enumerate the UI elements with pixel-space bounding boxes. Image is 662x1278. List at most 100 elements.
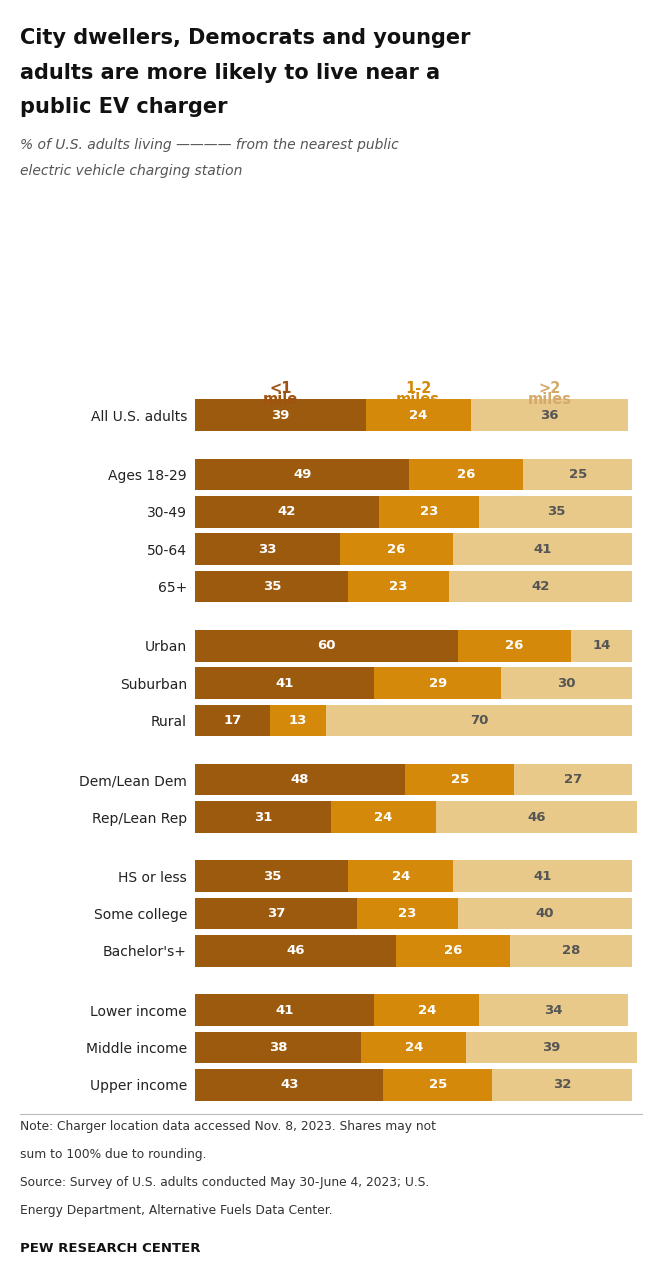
Bar (453, 860, 632, 892)
Bar (348, 860, 453, 892)
Bar (195, 667, 375, 699)
Text: 42: 42 (278, 505, 297, 519)
Bar (479, 496, 632, 528)
Bar (195, 459, 409, 491)
Bar (195, 1031, 361, 1063)
Text: 24: 24 (418, 1003, 436, 1016)
Text: public EV charger: public EV charger (20, 97, 227, 118)
Text: electric vehicle charging station: electric vehicle charging station (20, 164, 242, 178)
Text: 48: 48 (291, 773, 309, 786)
Text: 40: 40 (536, 907, 554, 920)
Bar (479, 994, 628, 1026)
Text: 23: 23 (398, 907, 416, 920)
Bar (457, 630, 571, 662)
Text: >2: >2 (538, 381, 561, 396)
Text: 14: 14 (592, 639, 611, 652)
Text: 41: 41 (275, 1003, 294, 1016)
Bar (501, 667, 632, 699)
Text: 41: 41 (534, 870, 552, 883)
Text: 24: 24 (404, 1042, 423, 1054)
Text: 24: 24 (391, 870, 410, 883)
Text: Note: Charger location data accessed Nov. 8, 2023. Shares may not: Note: Charger location data accessed Nov… (20, 1120, 436, 1132)
Text: 26: 26 (457, 468, 475, 481)
Bar (195, 898, 357, 929)
Text: 26: 26 (387, 543, 406, 556)
Bar (383, 1070, 493, 1100)
Bar (409, 459, 523, 491)
Text: <1: <1 (269, 381, 292, 396)
Bar (195, 571, 348, 602)
Text: PEW RESEARCH CENTER: PEW RESEARCH CENTER (20, 1242, 201, 1255)
Text: 35: 35 (263, 580, 281, 593)
Bar (195, 994, 375, 1026)
Bar (361, 1031, 466, 1063)
Bar (326, 704, 632, 736)
Bar (405, 764, 514, 795)
Bar (379, 496, 479, 528)
Text: adults are more likely to live near a: adults are more likely to live near a (20, 63, 440, 83)
Bar (348, 571, 449, 602)
Text: 24: 24 (374, 810, 393, 823)
Text: Source: Survey of U.S. adults conducted May 30-June 4, 2023; U.S.: Source: Survey of U.S. adults conducted … (20, 1176, 429, 1189)
Text: 37: 37 (267, 907, 285, 920)
Text: 36: 36 (540, 409, 559, 422)
Text: 28: 28 (562, 944, 581, 957)
Bar (571, 630, 632, 662)
Text: 25: 25 (429, 1079, 447, 1091)
Text: miles: miles (528, 392, 571, 406)
Bar (195, 533, 340, 565)
Bar (331, 801, 436, 833)
Text: 70: 70 (470, 714, 489, 727)
Text: 33: 33 (258, 543, 277, 556)
Text: 43: 43 (280, 1079, 299, 1091)
Text: 24: 24 (409, 409, 428, 422)
Text: 31: 31 (254, 810, 272, 823)
Text: 30: 30 (557, 676, 576, 690)
Text: 38: 38 (269, 1042, 287, 1054)
Bar (493, 1070, 632, 1100)
Text: 1-2: 1-2 (405, 381, 432, 396)
Text: 49: 49 (293, 468, 312, 481)
Text: 34: 34 (544, 1003, 563, 1016)
Text: 41: 41 (534, 543, 552, 556)
Bar (471, 400, 628, 431)
Text: 42: 42 (532, 580, 549, 593)
Bar (457, 898, 632, 929)
Text: % of U.S. adults living ———— from the nearest public: % of U.S. adults living ———— from the ne… (20, 138, 399, 152)
Text: Energy Department, Alternative Fuels Data Center.: Energy Department, Alternative Fuels Dat… (20, 1204, 332, 1217)
Text: 32: 32 (553, 1079, 571, 1091)
Bar (375, 667, 501, 699)
Bar (365, 400, 471, 431)
Bar (195, 496, 379, 528)
Text: 35: 35 (547, 505, 565, 519)
Text: 25: 25 (451, 773, 469, 786)
Text: 23: 23 (420, 505, 438, 519)
Text: 46: 46 (287, 944, 305, 957)
Bar (195, 764, 405, 795)
Bar (269, 704, 326, 736)
Text: miles: miles (396, 392, 440, 406)
Bar (340, 533, 453, 565)
Bar (510, 935, 632, 966)
Bar (514, 764, 632, 795)
Text: 60: 60 (317, 639, 336, 652)
Bar (436, 801, 637, 833)
Text: 26: 26 (444, 944, 462, 957)
Text: 29: 29 (429, 676, 447, 690)
Bar (195, 860, 348, 892)
Text: 46: 46 (527, 810, 545, 823)
Text: 41: 41 (275, 676, 294, 690)
Text: City dwellers, Democrats and younger: City dwellers, Democrats and younger (20, 28, 471, 49)
Bar (449, 571, 632, 602)
Bar (466, 1031, 637, 1063)
Text: 27: 27 (564, 773, 583, 786)
Bar (453, 533, 632, 565)
Text: 39: 39 (271, 409, 290, 422)
Text: sum to 100% due to rounding.: sum to 100% due to rounding. (20, 1148, 207, 1160)
Text: 25: 25 (569, 468, 587, 481)
Bar (195, 801, 331, 833)
Text: 17: 17 (223, 714, 242, 727)
Bar (195, 1070, 383, 1100)
Text: mile: mile (263, 392, 298, 406)
Text: 39: 39 (542, 1042, 561, 1054)
